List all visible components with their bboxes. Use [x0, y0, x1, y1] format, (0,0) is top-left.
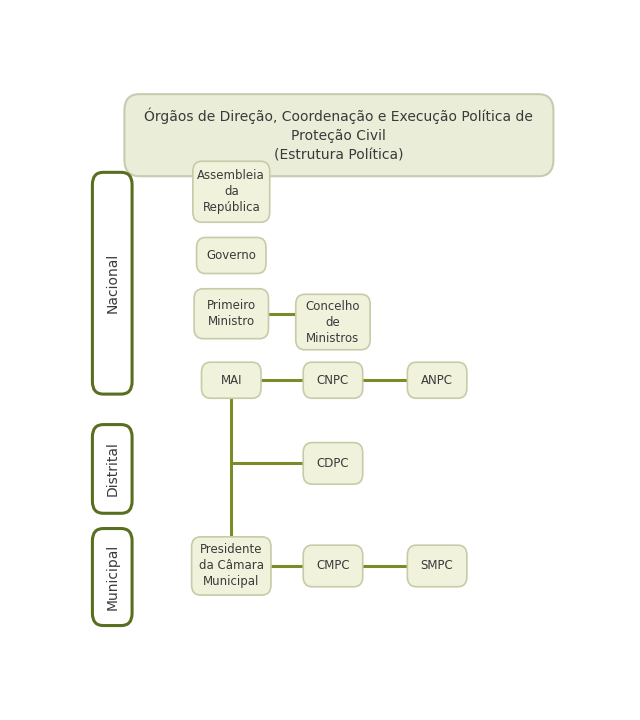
FancyBboxPatch shape [92, 172, 132, 394]
FancyBboxPatch shape [202, 362, 261, 398]
FancyBboxPatch shape [124, 94, 554, 176]
Text: CNPC: CNPC [317, 374, 349, 387]
FancyBboxPatch shape [296, 294, 370, 350]
FancyBboxPatch shape [196, 238, 266, 274]
FancyBboxPatch shape [92, 425, 132, 513]
Text: Primeiro
Ministro: Primeiro Ministro [207, 300, 256, 328]
FancyBboxPatch shape [407, 362, 467, 398]
FancyBboxPatch shape [92, 528, 132, 626]
Text: Órgãos de Direção, Coordenação e Execução Política de
Proteção Civil
(Estrutura : Órgãos de Direção, Coordenação e Execuçã… [145, 107, 533, 163]
Text: MAI: MAI [221, 374, 242, 387]
FancyBboxPatch shape [303, 545, 363, 587]
Text: Assembleia
da
República: Assembleia da República [197, 169, 265, 215]
Text: CDPC: CDPC [317, 457, 349, 470]
FancyBboxPatch shape [303, 443, 363, 484]
FancyBboxPatch shape [194, 289, 269, 338]
Text: Distrital: Distrital [105, 441, 119, 496]
FancyBboxPatch shape [193, 161, 269, 222]
FancyBboxPatch shape [407, 545, 467, 587]
FancyBboxPatch shape [303, 362, 363, 398]
FancyBboxPatch shape [191, 537, 271, 595]
Text: Nacional: Nacional [105, 253, 119, 313]
Text: Presidente
da Câmara
Municipal: Presidente da Câmara Municipal [199, 544, 264, 588]
Text: Municipal: Municipal [105, 544, 119, 610]
Text: SMPC: SMPC [420, 559, 454, 572]
Text: ANPC: ANPC [421, 374, 453, 387]
Text: Governo: Governo [206, 249, 256, 262]
Text: CMPC: CMPC [316, 559, 350, 572]
Text: Concelho
de
Ministros: Concelho de Ministros [306, 300, 360, 344]
